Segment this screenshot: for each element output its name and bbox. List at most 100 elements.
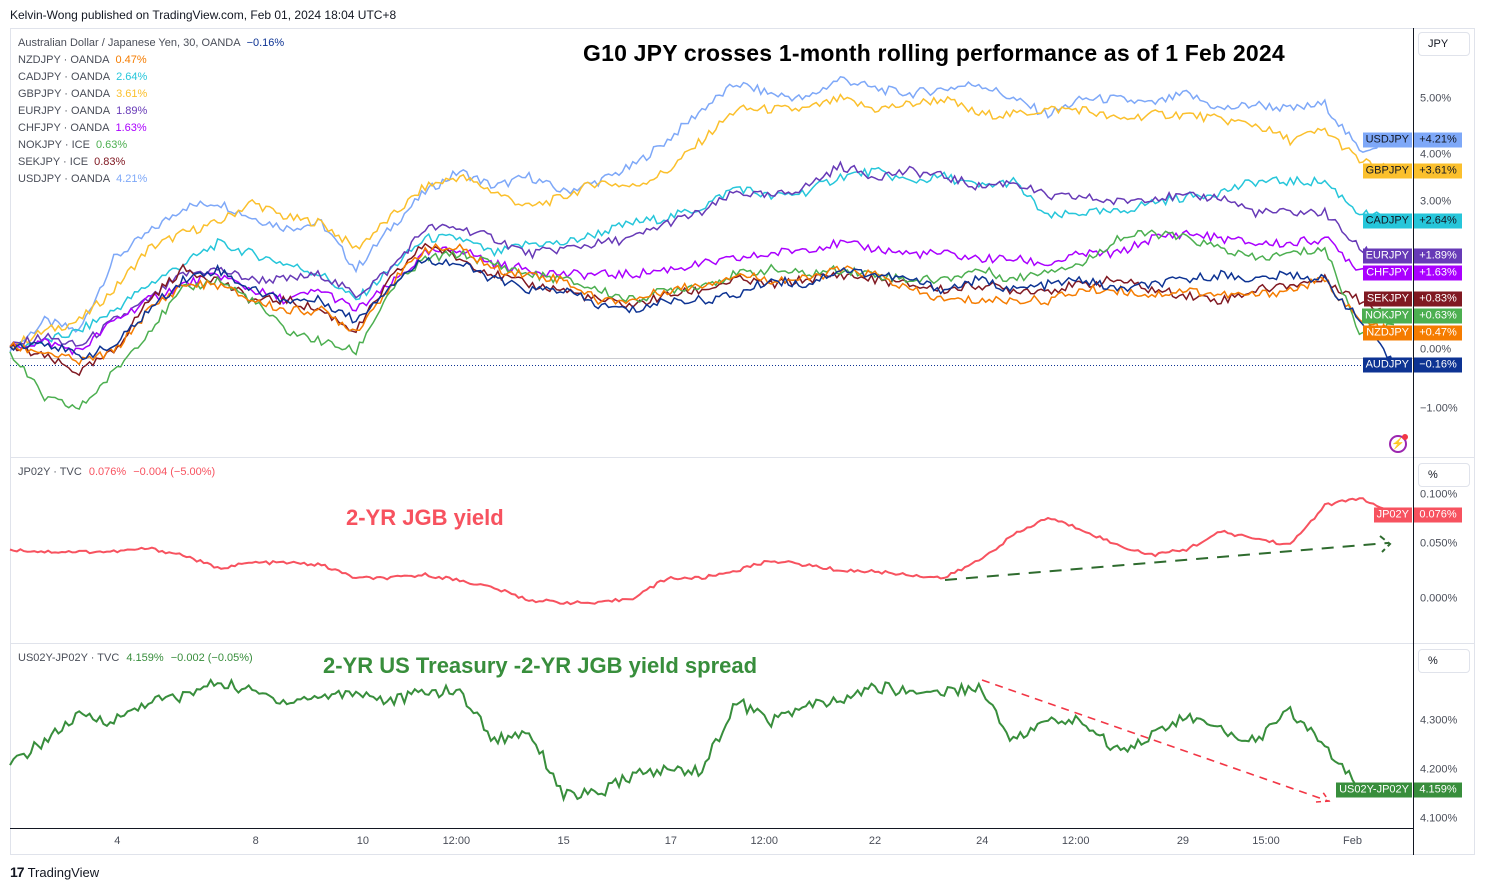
spread-series (9, 677, 1395, 803)
spread-annotation: 2-YR US Treasury -2-YR JGB yield spread (323, 653, 758, 678)
chart-frame (10, 28, 1475, 855)
jgb-series (9, 497, 1395, 606)
legend-value: 1.63% (115, 122, 147, 134)
series-name-tag: SEKJPY (1363, 291, 1412, 307)
y-tick-label: 4.200% (1420, 763, 1458, 776)
series-last-value-tag: 4.159% (1414, 782, 1462, 798)
x-tick-label: 15 (557, 835, 570, 847)
series-name-tag: US02Y-JP02Y (1336, 782, 1412, 798)
y-tick-label: −1.00% (1420, 402, 1458, 415)
x-tick-label: 8 (252, 835, 259, 847)
main-legend-title-value: −0.16% (246, 37, 285, 49)
main-scale-button[interactable]: JPY (1418, 32, 1470, 56)
x-tick-label: 10 (356, 835, 370, 847)
legend-symbol: NZDJPY · OANDA (18, 54, 110, 66)
series-line-chfjpy[interactable] (9, 229, 1395, 356)
jgb-scale-button[interactable]: % (1418, 463, 1470, 487)
legend-symbol: USDJPY · OANDA (18, 173, 111, 185)
series-last-value-tag: 0.076% (1414, 507, 1462, 523)
series-name-tag: GBPJPY (1362, 163, 1412, 179)
spread-legend-label: US02Y-JP02Y · TVC (18, 652, 120, 664)
x-tick-label: 15:00 (1252, 835, 1280, 847)
series-name-tag: NOKJPY (1361, 308, 1412, 324)
series-line-sekjpy[interactable] (9, 242, 1395, 377)
legend-value: 4.21% (116, 173, 148, 185)
series-last-value-tag: +0.63% (1414, 308, 1462, 324)
series-name-tag: JP02Y (1373, 507, 1412, 523)
x-tick-label: 29 (1176, 835, 1190, 847)
pane-dividers (10, 28, 1475, 855)
series-line-cadjpy[interactable] (9, 166, 1395, 349)
publisher-line: Kelvin-Wong published on TradingView.com… (10, 8, 397, 22)
x-tick-label: Feb (1342, 835, 1362, 847)
notification-dot (1402, 434, 1408, 440)
jgb-uptrend-arrow (944, 535, 1392, 581)
series-last-value-tag: +0.83% (1414, 291, 1462, 307)
y-tick-label: 4.00% (1420, 148, 1452, 161)
legend-symbol: CHFJPY · OANDA (18, 122, 110, 134)
legend-row: SEKJPY · ICE 0.83% (18, 154, 284, 171)
series-last-value-tag: +1.89% (1414, 248, 1462, 264)
series-name-tag: AUDJPY (1362, 357, 1412, 373)
main-legend-title: Australian Dollar / Japanese Yen, 30, OA… (18, 37, 241, 49)
jgb-legend-label: JP02Y · TVC (18, 466, 82, 478)
legend-value: 0.47% (115, 54, 147, 66)
series-line-gbpjpy[interactable] (9, 93, 1395, 351)
series-line-jp02y[interactable] (9, 497, 1395, 606)
series-name-tag: CHFJPY (1363, 265, 1412, 281)
legend-row: GBPJPY · OANDA 3.61% (18, 86, 284, 103)
legend-value: 2.64% (116, 71, 148, 83)
spread-legend-value: 4.159% (126, 652, 164, 664)
lightning-alert-icon[interactable]: ⚡ (1389, 434, 1408, 453)
tradingview-brand[interactable]: TradingView (27, 864, 100, 880)
series-line-audjpy[interactable] (9, 256, 1395, 366)
x-tick-label: 22 (868, 835, 882, 847)
spread-scale-button[interactable]: % (1418, 649, 1470, 673)
series-line-nzdjpy[interactable] (9, 242, 1395, 366)
y-tick-label: 3.00% (1420, 195, 1452, 208)
legend-row: NOKJPY · ICE 0.63% (18, 137, 284, 154)
jgb-legend: JP02Y · TVC 0.076% −0.004 (−5.00%) (18, 466, 215, 478)
series-name-tag: EURJPY (1362, 248, 1412, 264)
legend-value: 1.89% (116, 105, 148, 117)
legend-symbol: CADJPY · OANDA (18, 71, 111, 83)
y-tick-label: 4.300% (1420, 714, 1458, 727)
x-tick-label: 24 (976, 835, 989, 847)
series-name-tag: CADJPY (1362, 213, 1412, 229)
legend-value: 0.63% (95, 139, 128, 151)
y-tick-label: 5.00% (1420, 92, 1452, 105)
y-tick-label: 0.000% (1420, 592, 1458, 605)
main-series (9, 75, 1395, 411)
jgb-legend-change: −0.004 (−5.00%) (133, 466, 216, 478)
series-name-tag: USDJPY (1362, 132, 1412, 148)
x-tick-label: 12:00 (750, 835, 779, 847)
y-tick-label: 0.050% (1420, 537, 1458, 550)
series-line-nokjpy[interactable] (9, 229, 1395, 411)
x-tick-label: 4 (114, 835, 121, 847)
series-last-value-tag: +0.47% (1414, 325, 1462, 341)
chart-headline: G10 JPY crosses 1-month rolling performa… (583, 40, 1285, 66)
legend-value: 3.61% (116, 88, 148, 100)
series-line-usdjpy[interactable] (9, 75, 1395, 353)
series-line-eurjpy[interactable] (9, 160, 1395, 348)
series-last-value-tag: +1.63% (1414, 265, 1462, 281)
legend-row: NZDJPY · OANDA 0.47% (18, 52, 284, 69)
spread-downtrend-arrow (981, 679, 1331, 803)
legend-row: EURJPY · OANDA 1.89% (18, 103, 284, 120)
series-line-us02y-jp02y[interactable] (9, 677, 1395, 803)
legend-row: CADJPY · OANDA 2.64% (18, 69, 284, 86)
legend-value: 0.83% (94, 156, 126, 168)
main-legend-title-row: Australian Dollar / Japanese Yen, 30, OA… (18, 35, 284, 52)
jgb-legend-value: 0.076% (88, 466, 127, 478)
series-last-value-tag: +4.21% (1414, 132, 1462, 148)
legend-symbol: NOKJPY · ICE (18, 139, 90, 151)
x-tick-label: 12:00 (442, 835, 471, 847)
spread-legend-change: −0.002 (−0.05%) (170, 652, 253, 664)
series-last-value-tag: −0.16% (1414, 357, 1462, 373)
legend-symbol: GBPJPY · OANDA (18, 88, 111, 100)
series-last-value-tag: +3.61% (1414, 163, 1462, 179)
tradingview-logo-icon[interactable]: 17 (10, 864, 25, 880)
jgb-annotation: 2-YR JGB yield (346, 505, 504, 530)
series-name-tag: NZDJPY (1363, 325, 1412, 341)
